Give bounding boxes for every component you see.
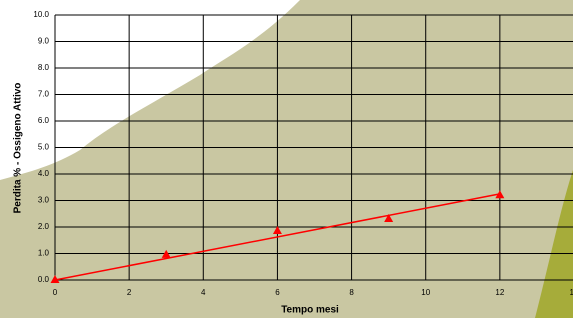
chart: Perdita % - Ossigeno Attivo Tempo mesi 0… xyxy=(0,0,573,318)
y-tick-label: 4.0 xyxy=(38,169,50,178)
y-tick-label: 3.0 xyxy=(38,196,50,205)
y-tick-label: 9.0 xyxy=(38,37,50,46)
y-tick-label: 0.0 xyxy=(38,275,50,284)
y-tick-label: 10.0 xyxy=(33,10,49,19)
y-tick-label: 1.0 xyxy=(38,249,50,258)
x-tick-label: 14 xyxy=(570,288,573,297)
y-tick-label: 6.0 xyxy=(38,116,50,125)
y-tick-label: 8.0 xyxy=(38,63,50,72)
x-axis-title: Tempo mesi xyxy=(281,305,339,316)
y-axis-title: Perdita % - Ossigeno Attivo xyxy=(13,83,24,214)
x-tick-label: 12 xyxy=(495,288,504,297)
y-tick-label: 7.0 xyxy=(38,90,50,99)
y-tick-label: 5.0 xyxy=(38,143,50,152)
x-tick-label: 0 xyxy=(53,288,58,297)
x-tick-label: 8 xyxy=(349,288,354,297)
x-tick-label: 2 xyxy=(127,288,132,297)
x-tick-label: 6 xyxy=(275,288,280,297)
y-tick-label: 2.0 xyxy=(38,222,50,231)
x-tick-label: 4 xyxy=(201,288,206,297)
x-tick-label: 10 xyxy=(421,288,430,297)
